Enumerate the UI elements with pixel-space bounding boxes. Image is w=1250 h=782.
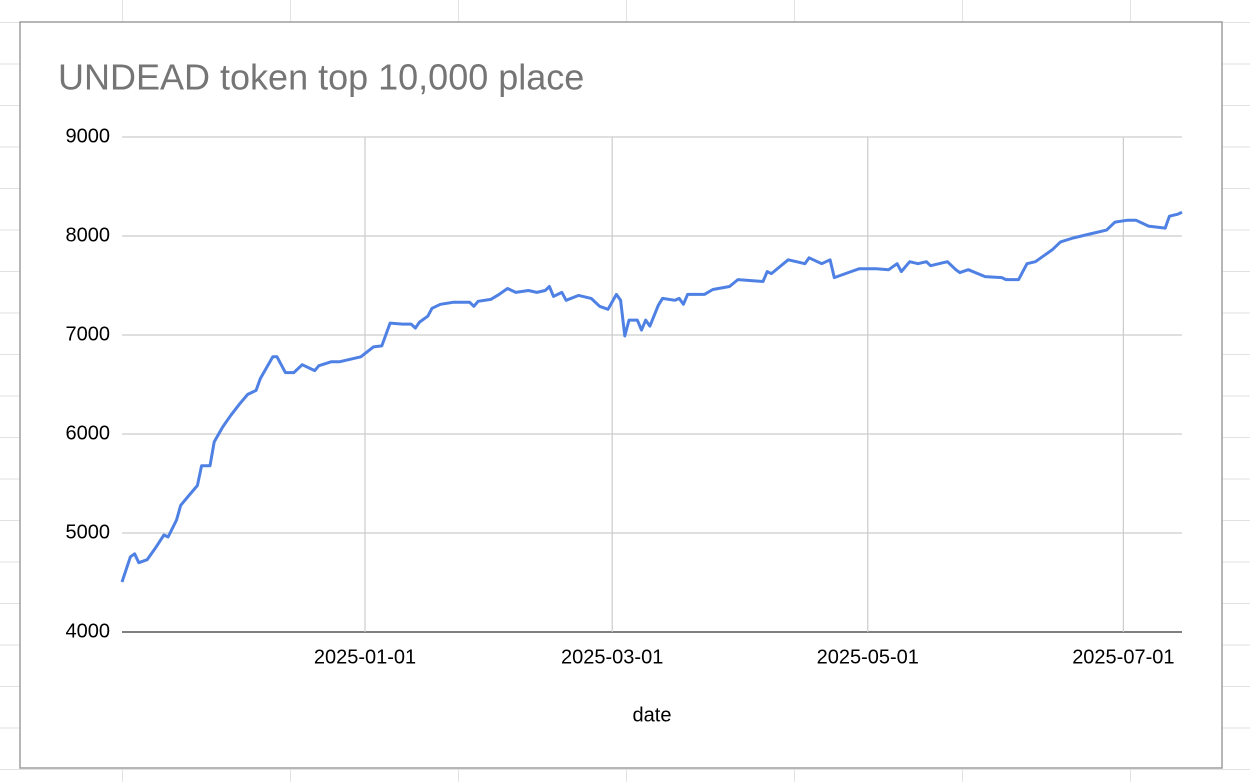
chart-title: UNDEAD token top 10,000 place (58, 57, 584, 98)
y-tick-label: 6000 (66, 422, 111, 444)
y-tick-label: 5000 (66, 521, 111, 543)
y-tick-label: 7000 (66, 323, 111, 345)
y-tick-label: 9000 (66, 125, 111, 147)
data-line (120, 210, 1183, 583)
y-tick-label: 8000 (66, 224, 111, 246)
x-axis-label: date (633, 704, 672, 726)
y-tick-label: 4000 (66, 620, 111, 642)
x-tick-label: 2025-03-01 (561, 646, 663, 668)
x-tick-label: 2025-07-01 (1072, 646, 1174, 668)
x-tick-label: 2025-05-01 (817, 646, 919, 668)
x-tick-label: 2025-01-01 (314, 646, 416, 668)
chart-frame (19, 21, 1223, 769)
